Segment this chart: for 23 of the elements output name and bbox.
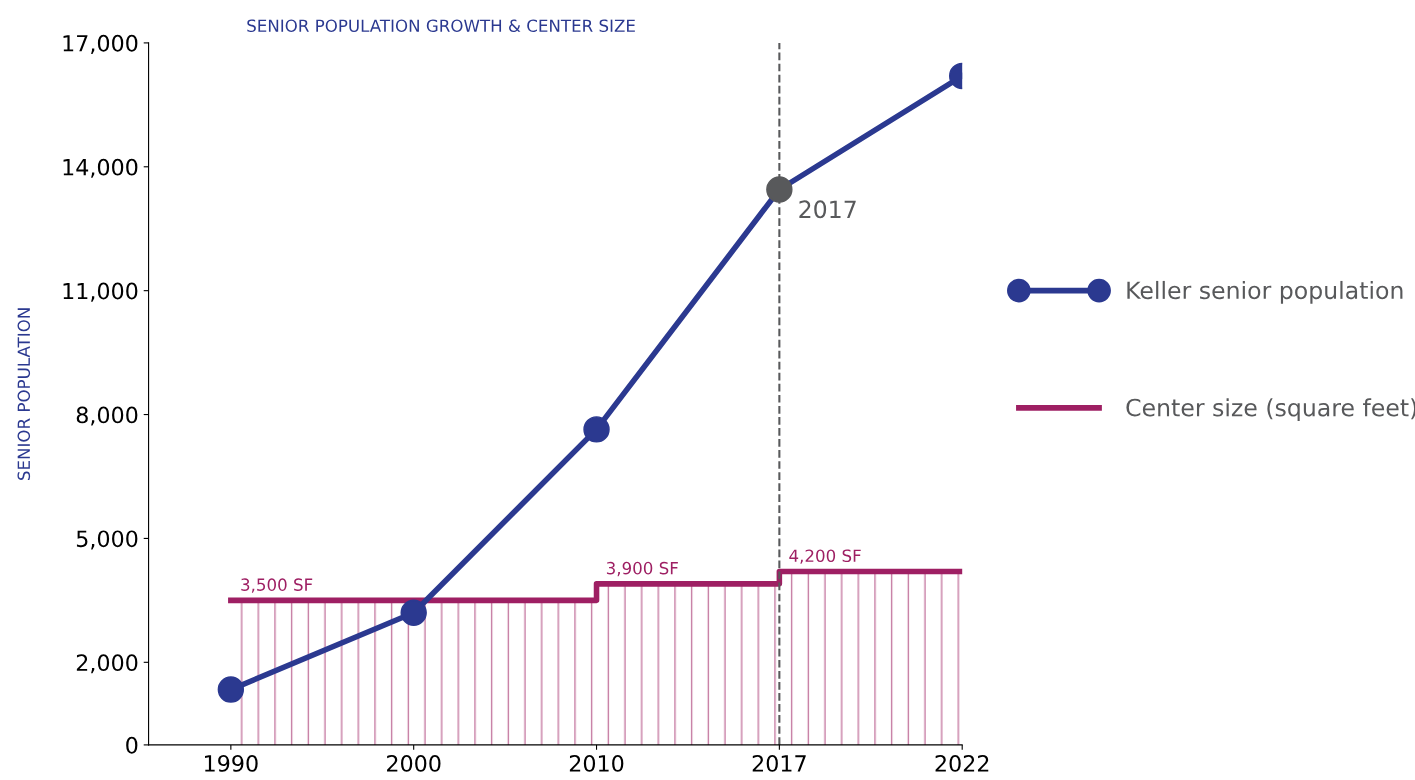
y-tick-label: 17,000 [63,34,138,54]
legend-label: Keller senior population [1127,280,1403,304]
point [583,416,610,443]
x-tick-label: 2022 [935,755,989,772]
point [217,676,245,703]
point [766,176,793,203]
y-tick-label: 8,000 [76,406,138,426]
y-tick-label: 14,000 [63,158,138,178]
ref-line-label: 2017 [799,200,856,219]
y-tick-label: 5,000 [76,530,138,550]
y-tick-label: 11,000 [63,282,138,302]
x-tick-label: 2000 [387,755,441,772]
y-tick-label: 0 [126,736,138,754]
y-axis-title: SENIOR POPULATION [17,308,31,480]
data-label: 4,200 SF [789,549,861,564]
data-label: 3,900 SF [606,561,678,577]
x-tick-label: 1990 [205,755,258,772]
chart-title: SENIOR POPULATION GROWTH & CENTER SIZE [247,19,635,33]
data-label: 3,500 SF [241,578,313,593]
y-tick-label: 2,000 [76,654,138,674]
x-tick-label: 2010 [569,755,624,772]
point [400,599,427,626]
x-tick-label: 2017 [752,755,806,772]
